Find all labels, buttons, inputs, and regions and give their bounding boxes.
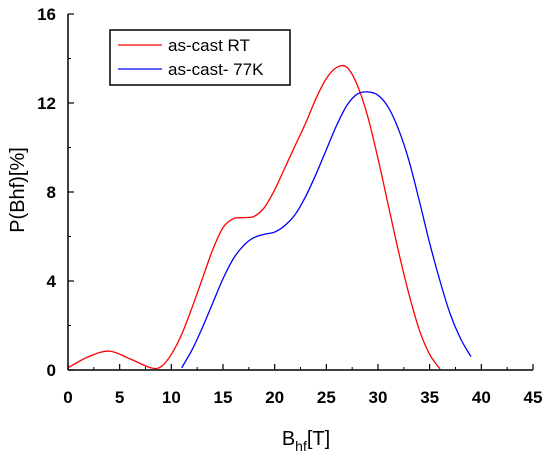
legend-label-as-cast-77k: as-cast- 77K: [168, 60, 264, 79]
x-tick-label: 30: [369, 388, 388, 407]
x-tick-label: 15: [214, 388, 233, 407]
x-tick-label: 25: [317, 388, 336, 407]
y-axis-title: P(Bhf)[%]: [7, 147, 29, 233]
legend-label-as-cast-rt: as-cast RT: [168, 36, 250, 55]
series-line-0: [67, 64, 441, 370]
series-line-1: [181, 91, 472, 369]
y-tick-label: 12: [37, 94, 56, 113]
legend-box: [109, 29, 291, 86]
y-tick-label: 8: [47, 183, 56, 202]
y-tick-label: 4: [47, 272, 57, 291]
x-tick-label: 40: [472, 388, 491, 407]
legend: as-cast RT as-cast- 77K: [109, 29, 291, 86]
x-tick-label: 35: [420, 388, 439, 407]
x-tick-label: 0: [63, 388, 72, 407]
x-tick-label: 45: [524, 388, 543, 407]
y-axis: 0 4 8 12 16: [37, 5, 74, 380]
y-tick-label: 16: [37, 5, 56, 24]
x-axis-title: Bhf[T]: [282, 428, 330, 454]
x-tick-label: 10: [162, 388, 181, 407]
x-axis: 0 5 10 15 20 25 30 35 40 45: [63, 364, 542, 407]
x-tick-label: 20: [265, 388, 284, 407]
x-tick-label: 5: [115, 388, 124, 407]
y-tick-label: 0: [47, 361, 56, 380]
series-layer: [67, 64, 472, 370]
